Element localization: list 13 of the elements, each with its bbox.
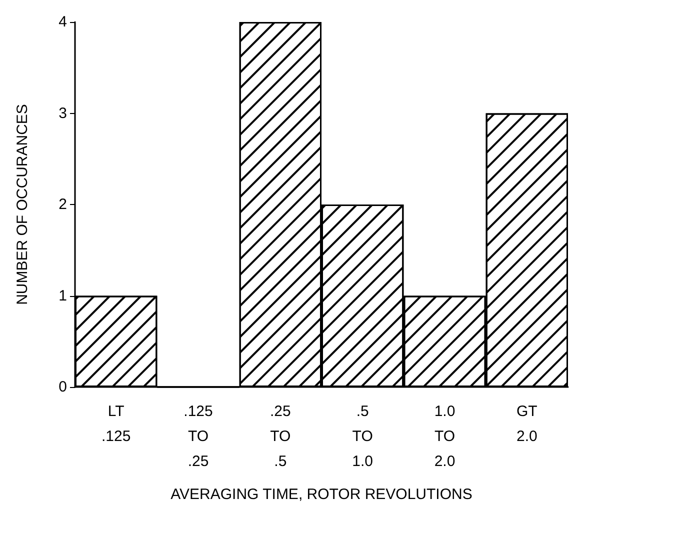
x-axis-title: AVERAGING TIME, ROTOR REVOLUTIONS: [170, 486, 472, 503]
x-tick-label: LT .125: [101, 403, 131, 445]
y-tick-label: 1: [58, 287, 67, 304]
x-tick-label: 1.0 TO 2.0: [434, 403, 456, 470]
y-axis-title: NUMBER OF OCCURANCES: [14, 104, 31, 305]
x-tick-label: .5 TO 1.0: [352, 403, 374, 470]
y-tick-label: 4: [58, 14, 67, 30]
y-tick-label: 3: [58, 104, 67, 122]
x-tick-label: .125 TO .25: [184, 403, 213, 470]
x-tick-label: GT 2.0: [516, 403, 538, 445]
y-tick-label: 0: [58, 378, 67, 396]
x-tick-label: .25 TO .5: [270, 403, 291, 470]
y-tick-label: 2: [58, 196, 67, 213]
